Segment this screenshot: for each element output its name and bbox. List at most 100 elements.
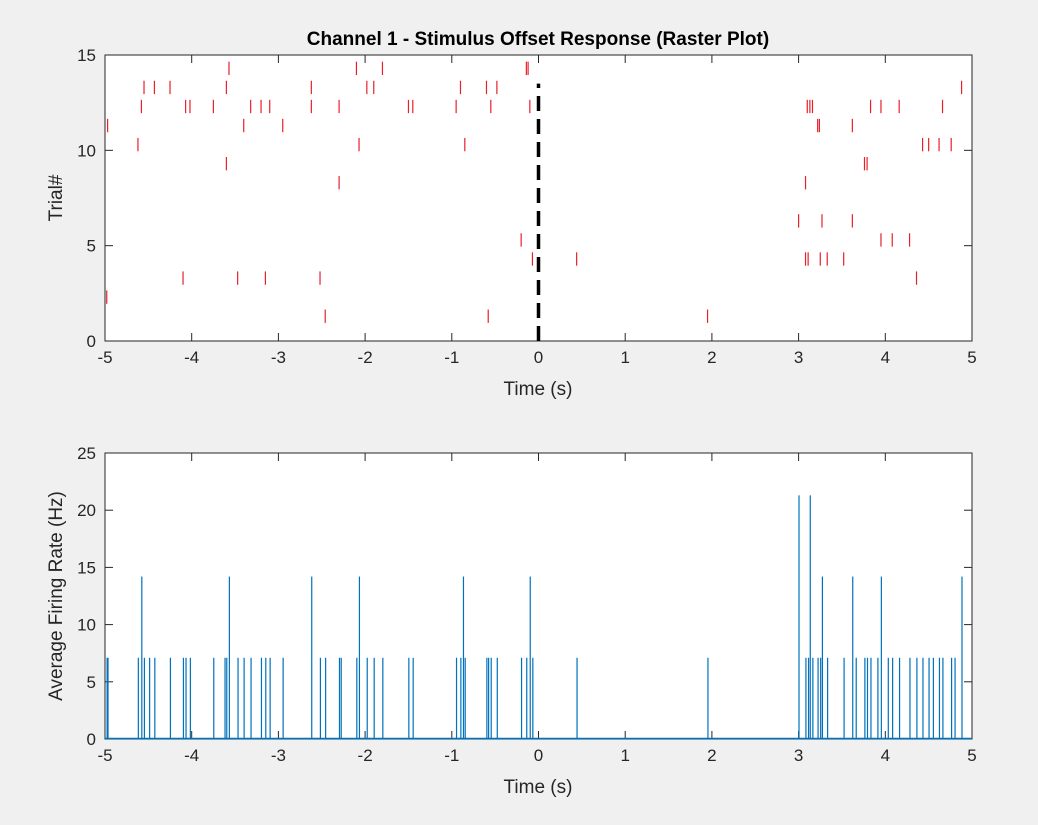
histogram-bar [412, 657, 414, 739]
histogram-bar [866, 657, 869, 739]
histogram-bar [319, 657, 322, 739]
histogram-bar [154, 657, 156, 739]
histogram-bar [805, 657, 807, 739]
histogram-bar [237, 657, 239, 739]
raster-title: Channel 1 - Stimulus Offset Response (Ra… [307, 29, 769, 50]
histogram-xtick-label: 1 [620, 746, 629, 765]
raster-xtick-label: -4 [184, 348, 199, 367]
histogram-ytick-label: 25 [77, 444, 96, 463]
histogram-bar [338, 657, 341, 739]
histogram-bar [250, 657, 252, 739]
raster-ytick-label: 15 [77, 46, 96, 65]
histogram-xtick-label: 4 [881, 746, 890, 765]
histogram-bar [864, 657, 866, 739]
histogram-bar [106, 657, 108, 739]
histogram-bar [311, 576, 313, 739]
histogram-bar [137, 657, 139, 739]
histogram-bar [870, 657, 872, 739]
raster-ytick-label: 5 [87, 237, 96, 256]
histogram-bar [852, 576, 854, 739]
histogram-bar [373, 657, 375, 739]
histogram-bar [821, 576, 824, 739]
histogram-bar [916, 657, 918, 739]
histogram-bar [182, 657, 185, 739]
raster-xtick-label: 4 [881, 348, 890, 367]
histogram-bar [265, 657, 267, 739]
histogram-bar [455, 657, 458, 739]
histogram-bar [382, 657, 384, 739]
histogram-bar [269, 657, 271, 739]
histogram-bar [809, 495, 811, 739]
histogram-bar [462, 576, 465, 739]
histogram-bar [488, 657, 490, 739]
histogram-xtick-label: -5 [97, 746, 112, 765]
histogram-xtick-label: -3 [271, 746, 286, 765]
histogram-bar [877, 657, 879, 739]
histogram-bar [887, 657, 889, 739]
histogram-bar [189, 657, 191, 739]
histogram-xtick-label: -4 [184, 746, 199, 765]
histogram-axes: Time (s) Average Firing Rate (Hz) -5 -4 -3… [46, 444, 977, 798]
histogram-xtick-label: 3 [794, 746, 803, 765]
histogram-bar [576, 657, 578, 739]
histogram-bar [880, 576, 882, 739]
histogram-xlabel: Time (s) [504, 777, 573, 798]
raster-xtick-label: -3 [271, 348, 286, 367]
histogram-bar [213, 657, 215, 739]
histogram-bar [185, 657, 187, 739]
histogram-bar [932, 657, 934, 739]
histogram-bar [928, 657, 930, 739]
histogram-ylabel: Average Firing Rate (Hz) [46, 491, 67, 701]
histogram-bar [464, 657, 466, 739]
raster-spike-layer [106, 61, 963, 341]
histogram-bar [358, 576, 361, 739]
histogram-bar [820, 657, 822, 739]
histogram-bar [950, 657, 953, 739]
histogram-bar [224, 657, 226, 739]
histogram-tick-layer: -5 -4 -3 -2 -1 0 1 2 3 4 5 0 5 10 15 20 25 [77, 444, 977, 765]
histogram-bar [143, 657, 146, 739]
histogram-ytick-label: 5 [87, 673, 96, 692]
histogram-xtick-label: -1 [444, 746, 459, 765]
histogram-ytick-label: 10 [77, 616, 96, 635]
histogram-bar [707, 657, 709, 739]
histogram-bar [340, 657, 342, 739]
raster-xlabel: Time (s) [504, 379, 573, 400]
raster-xtick-label: -2 [358, 348, 373, 367]
histogram-bar [228, 576, 230, 739]
histogram-bar [532, 657, 534, 739]
histogram-bar [282, 657, 284, 739]
histogram-xtick-label: 2 [707, 746, 716, 765]
histogram-bar [843, 657, 845, 739]
histogram-ytick-label: 0 [87, 730, 96, 749]
histogram-bar [486, 657, 488, 739]
histogram-bar [807, 657, 810, 739]
histogram-bar [529, 576, 531, 739]
raster-xtick-label: -5 [97, 348, 112, 367]
histogram-bar [855, 657, 857, 739]
histogram-bar [149, 657, 151, 739]
raster-xtick-label: 0 [534, 348, 543, 367]
histogram-bar [226, 657, 228, 739]
raster-xtick-label: 5 [967, 348, 976, 367]
histogram-bar [260, 657, 263, 739]
histogram-bar [954, 657, 956, 739]
histogram-bar [798, 495, 800, 739]
histogram-bar [460, 657, 462, 739]
histogram-xtick-label: 5 [967, 746, 976, 765]
histogram-bar [169, 657, 172, 739]
histogram-bar [496, 657, 498, 739]
raster-axes: Channel 1 - Stimulus Offset Response (Ra… [46, 29, 977, 400]
histogram-bar [942, 657, 944, 739]
raster-xtick-label: 2 [707, 348, 716, 367]
histogram-bar [520, 657, 523, 739]
histogram-bar [526, 657, 528, 739]
histogram-plot-area [104, 452, 973, 740]
histogram-xtick-label: 0 [534, 746, 543, 765]
histogram-bar [107, 657, 109, 739]
histogram-bar [898, 657, 901, 739]
histogram-xtick-label: -2 [358, 746, 373, 765]
histogram-bar [892, 657, 894, 739]
histogram-bar [812, 657, 814, 739]
